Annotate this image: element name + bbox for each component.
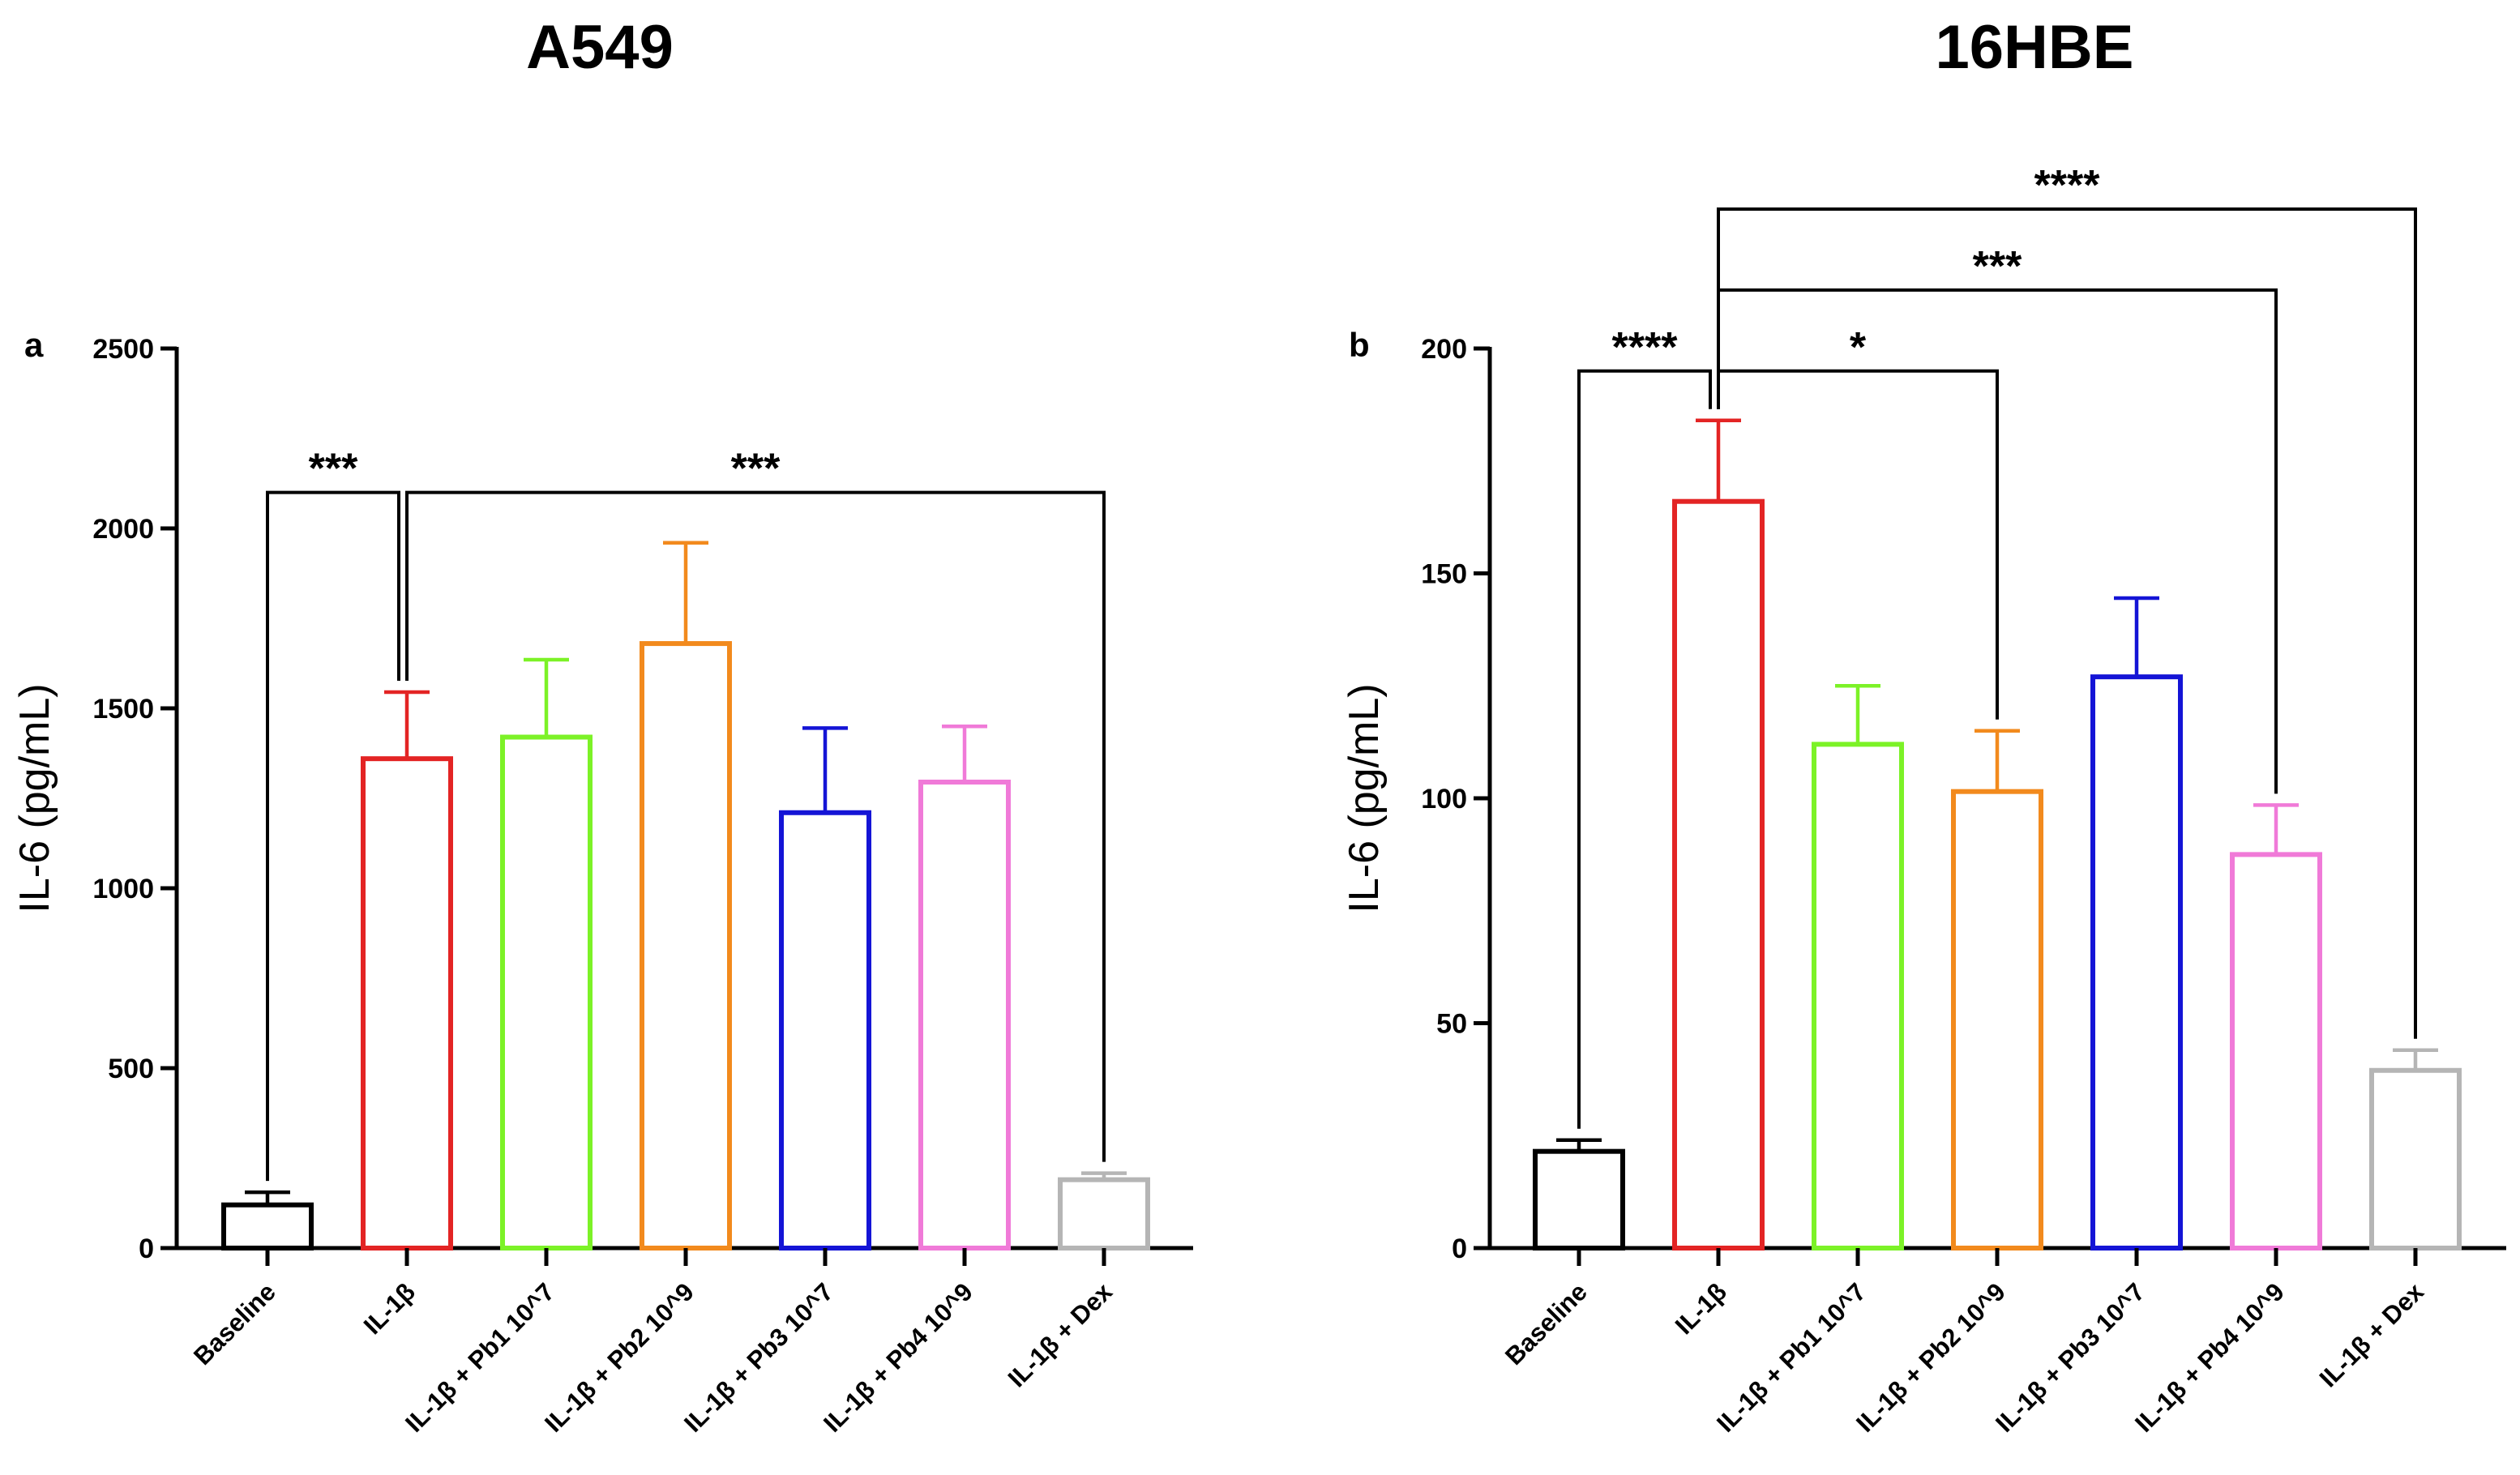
y-tick-label: 1000 — [92, 874, 154, 904]
x-category-label: IL-1β + Pb2 10^9 — [1850, 1277, 2011, 1438]
y-tick-label: 150 — [1421, 559, 1467, 590]
panel-label: b — [1349, 326, 1370, 364]
y-axis-label: IL-6 (pg/mL) — [11, 683, 58, 913]
bar — [1672, 498, 1765, 1251]
bar — [221, 1202, 314, 1251]
bar — [779, 810, 871, 1251]
bar — [1951, 789, 2043, 1251]
x-category-label: IL-1β + Pb4 10^9 — [2129, 1277, 2290, 1438]
bar — [1533, 1148, 1625, 1251]
x-category-label: IL-1β — [358, 1277, 421, 1340]
significance-label: * — [1850, 324, 1867, 371]
x-category-label: IL-1β — [1670, 1277, 1732, 1340]
panel-16hbe: 16HBE b IL-6 (pg/mL) 0 50 100 150 200 Baseline IL… — [1341, 13, 2506, 1438]
x-category-label: IL-1β + Pb3 10^7 — [678, 1277, 839, 1438]
bar — [640, 641, 732, 1251]
y-tick-label: 100 — [1421, 784, 1467, 814]
x-category-label: IL-1β + Pb4 10^9 — [818, 1277, 978, 1438]
y-tick-label: 500 — [108, 1054, 154, 1084]
significance-label: **** — [1612, 324, 1679, 371]
x-category-label: Baseline — [188, 1277, 281, 1370]
y-axis-label: IL-6 (pg/mL) — [1341, 683, 1388, 913]
x-category-label: IL-1β + Dex — [1003, 1277, 1119, 1393]
y-tick-label: 1500 — [92, 694, 154, 725]
significance-label: **** — [2034, 162, 2101, 209]
x-category-label: IL-1β + Pb1 10^7 — [1711, 1277, 1872, 1438]
bar — [1058, 1177, 1150, 1251]
chart-title: A549 — [526, 13, 674, 82]
bar — [1812, 742, 1904, 1251]
x-category-label: IL-1β + Pb1 10^7 — [400, 1277, 560, 1438]
y-tick-label: 2500 — [92, 334, 154, 365]
x-category-label: Baseline — [1500, 1277, 1593, 1370]
bar — [2230, 852, 2322, 1251]
significance-label: *** — [1973, 243, 2022, 290]
bar — [2090, 674, 2183, 1251]
y-tick-label: 50 — [1436, 1009, 1467, 1040]
significance-bracket — [266, 490, 400, 1182]
bar — [2369, 1067, 2462, 1251]
bar — [361, 756, 453, 1251]
bar — [918, 780, 1011, 1251]
y-tick-label: 0 — [139, 1233, 154, 1264]
significance-label: *** — [309, 446, 358, 493]
x-category-label: IL-1β + Pb3 10^7 — [1990, 1277, 2150, 1438]
x-category-label: IL-1β + Pb2 10^9 — [539, 1277, 700, 1438]
significance-bracket — [405, 490, 1106, 1162]
y-tick-label: 2000 — [92, 514, 154, 545]
chart-title: 16HBE — [1936, 13, 2134, 82]
panel-a549: A549 a IL-6 (pg/mL) 0 500 1000 1500 2000 2500 Bas… — [11, 13, 1193, 1438]
bar — [500, 734, 593, 1251]
y-tick-label: 0 — [1452, 1233, 1467, 1264]
significance-bracket — [1717, 207, 2417, 1039]
y-tick-label: 200 — [1421, 334, 1467, 365]
significance-label: *** — [731, 446, 781, 493]
significance-bracket — [1577, 369, 1712, 1129]
x-category-label: IL-1β + Dex — [2314, 1277, 2430, 1393]
panel-label: a — [24, 326, 44, 364]
